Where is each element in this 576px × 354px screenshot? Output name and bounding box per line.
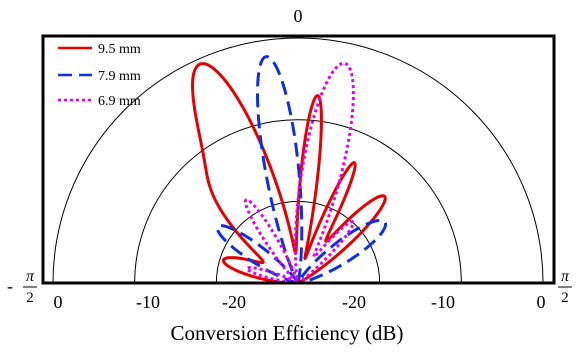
legend-label-7-9mm: 7.9 mm <box>98 69 141 84</box>
legend-label-9-5mm: 9.5 mm <box>98 42 141 57</box>
series-layer <box>191 55 388 285</box>
angle-label-left-numerator: π <box>26 268 35 285</box>
grid-ring-outer <box>52 37 544 284</box>
x-axis-title: Conversion Efficiency (dB) <box>171 321 404 345</box>
radial-tick-label: -10 <box>136 292 160 312</box>
radial-tick-label: 0 <box>537 292 546 312</box>
series-line-9-5-mm <box>191 62 387 285</box>
radial-tick-label: -20 <box>222 292 246 312</box>
grid-ring <box>134 119 462 284</box>
angle-label-top: 0 <box>294 6 303 26</box>
angle-label-right-denominator: 2 <box>561 290 569 306</box>
angle-label-left-denominator: 2 <box>26 290 34 306</box>
series-line-6-9-mm <box>243 61 355 285</box>
series-line-7-9-mm <box>215 55 388 285</box>
legend-label-6-9mm: 6.9 mm <box>98 94 141 109</box>
radial-tick-label: 0 <box>54 292 63 312</box>
angle-label-left-sign: - <box>7 276 13 296</box>
plot-frame <box>41 34 556 285</box>
angle-label-right-numerator: π <box>561 268 570 285</box>
radial-tick-label: -10 <box>431 292 455 312</box>
legend: 9.5 mm 7.9 mm 6.9 mm <box>58 42 141 109</box>
radial-tick-label: -20 <box>342 292 366 312</box>
